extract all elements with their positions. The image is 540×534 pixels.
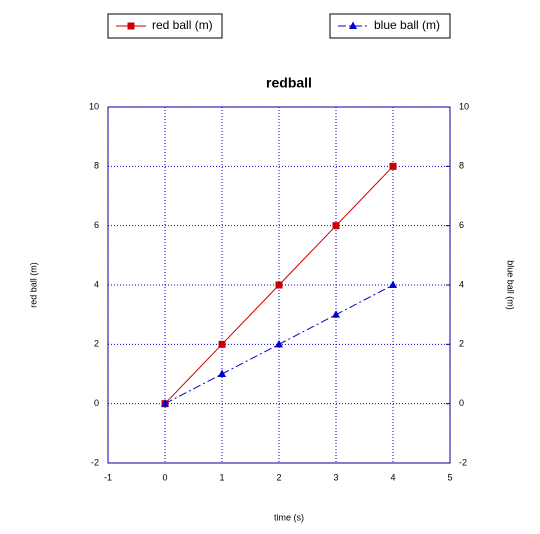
x-tick-label: 3 <box>333 472 338 482</box>
y2-tick-label: 4 <box>459 279 464 289</box>
marker <box>389 162 397 170</box>
marker <box>389 280 397 288</box>
y2-tick-label: 8 <box>459 161 464 171</box>
y-tick-label: 8 <box>94 161 99 171</box>
y-tick-label: 10 <box>89 101 99 111</box>
marker <box>275 339 283 348</box>
y2-axis-label: blue ball (m) <box>506 260 516 310</box>
legend-marker <box>349 21 357 29</box>
y-tick-label: 2 <box>94 339 99 349</box>
marker <box>218 369 226 377</box>
x-tick-label: 1 <box>219 472 224 482</box>
y2-tick-label: 6 <box>459 220 464 230</box>
y2-tick-label: 10 <box>459 101 469 111</box>
legend-marker <box>127 22 135 30</box>
chart-title: redball <box>266 75 312 91</box>
x-tick-label: 2 <box>276 472 281 482</box>
x-axis-label: time (s) <box>274 512 304 522</box>
marker <box>332 310 340 318</box>
legend-text: red ball (m) <box>152 18 213 32</box>
legend-item: blue ball (m) <box>329 13 451 39</box>
x-tick-label: 4 <box>390 472 395 482</box>
y-tick-label: 0 <box>94 398 99 408</box>
legend-item: red ball (m) <box>107 13 223 39</box>
y2-tick-label: 2 <box>459 339 464 349</box>
marker <box>161 399 169 407</box>
marker <box>218 340 226 348</box>
y-tick-label: 6 <box>94 220 99 230</box>
marker <box>275 281 283 289</box>
legend-text: blue ball (m) <box>374 18 440 32</box>
marker <box>332 222 340 230</box>
x-tick-label: 0 <box>162 472 167 482</box>
y-tick-label: 4 <box>94 279 99 289</box>
x-tick-label: -1 <box>104 472 112 482</box>
y-axis-label: red ball (m) <box>28 262 38 308</box>
y2-tick-label: 0 <box>459 398 464 408</box>
x-tick-label: 5 <box>447 472 452 482</box>
y2-tick-label: -2 <box>459 457 467 467</box>
y-tick-label: -2 <box>91 457 99 467</box>
